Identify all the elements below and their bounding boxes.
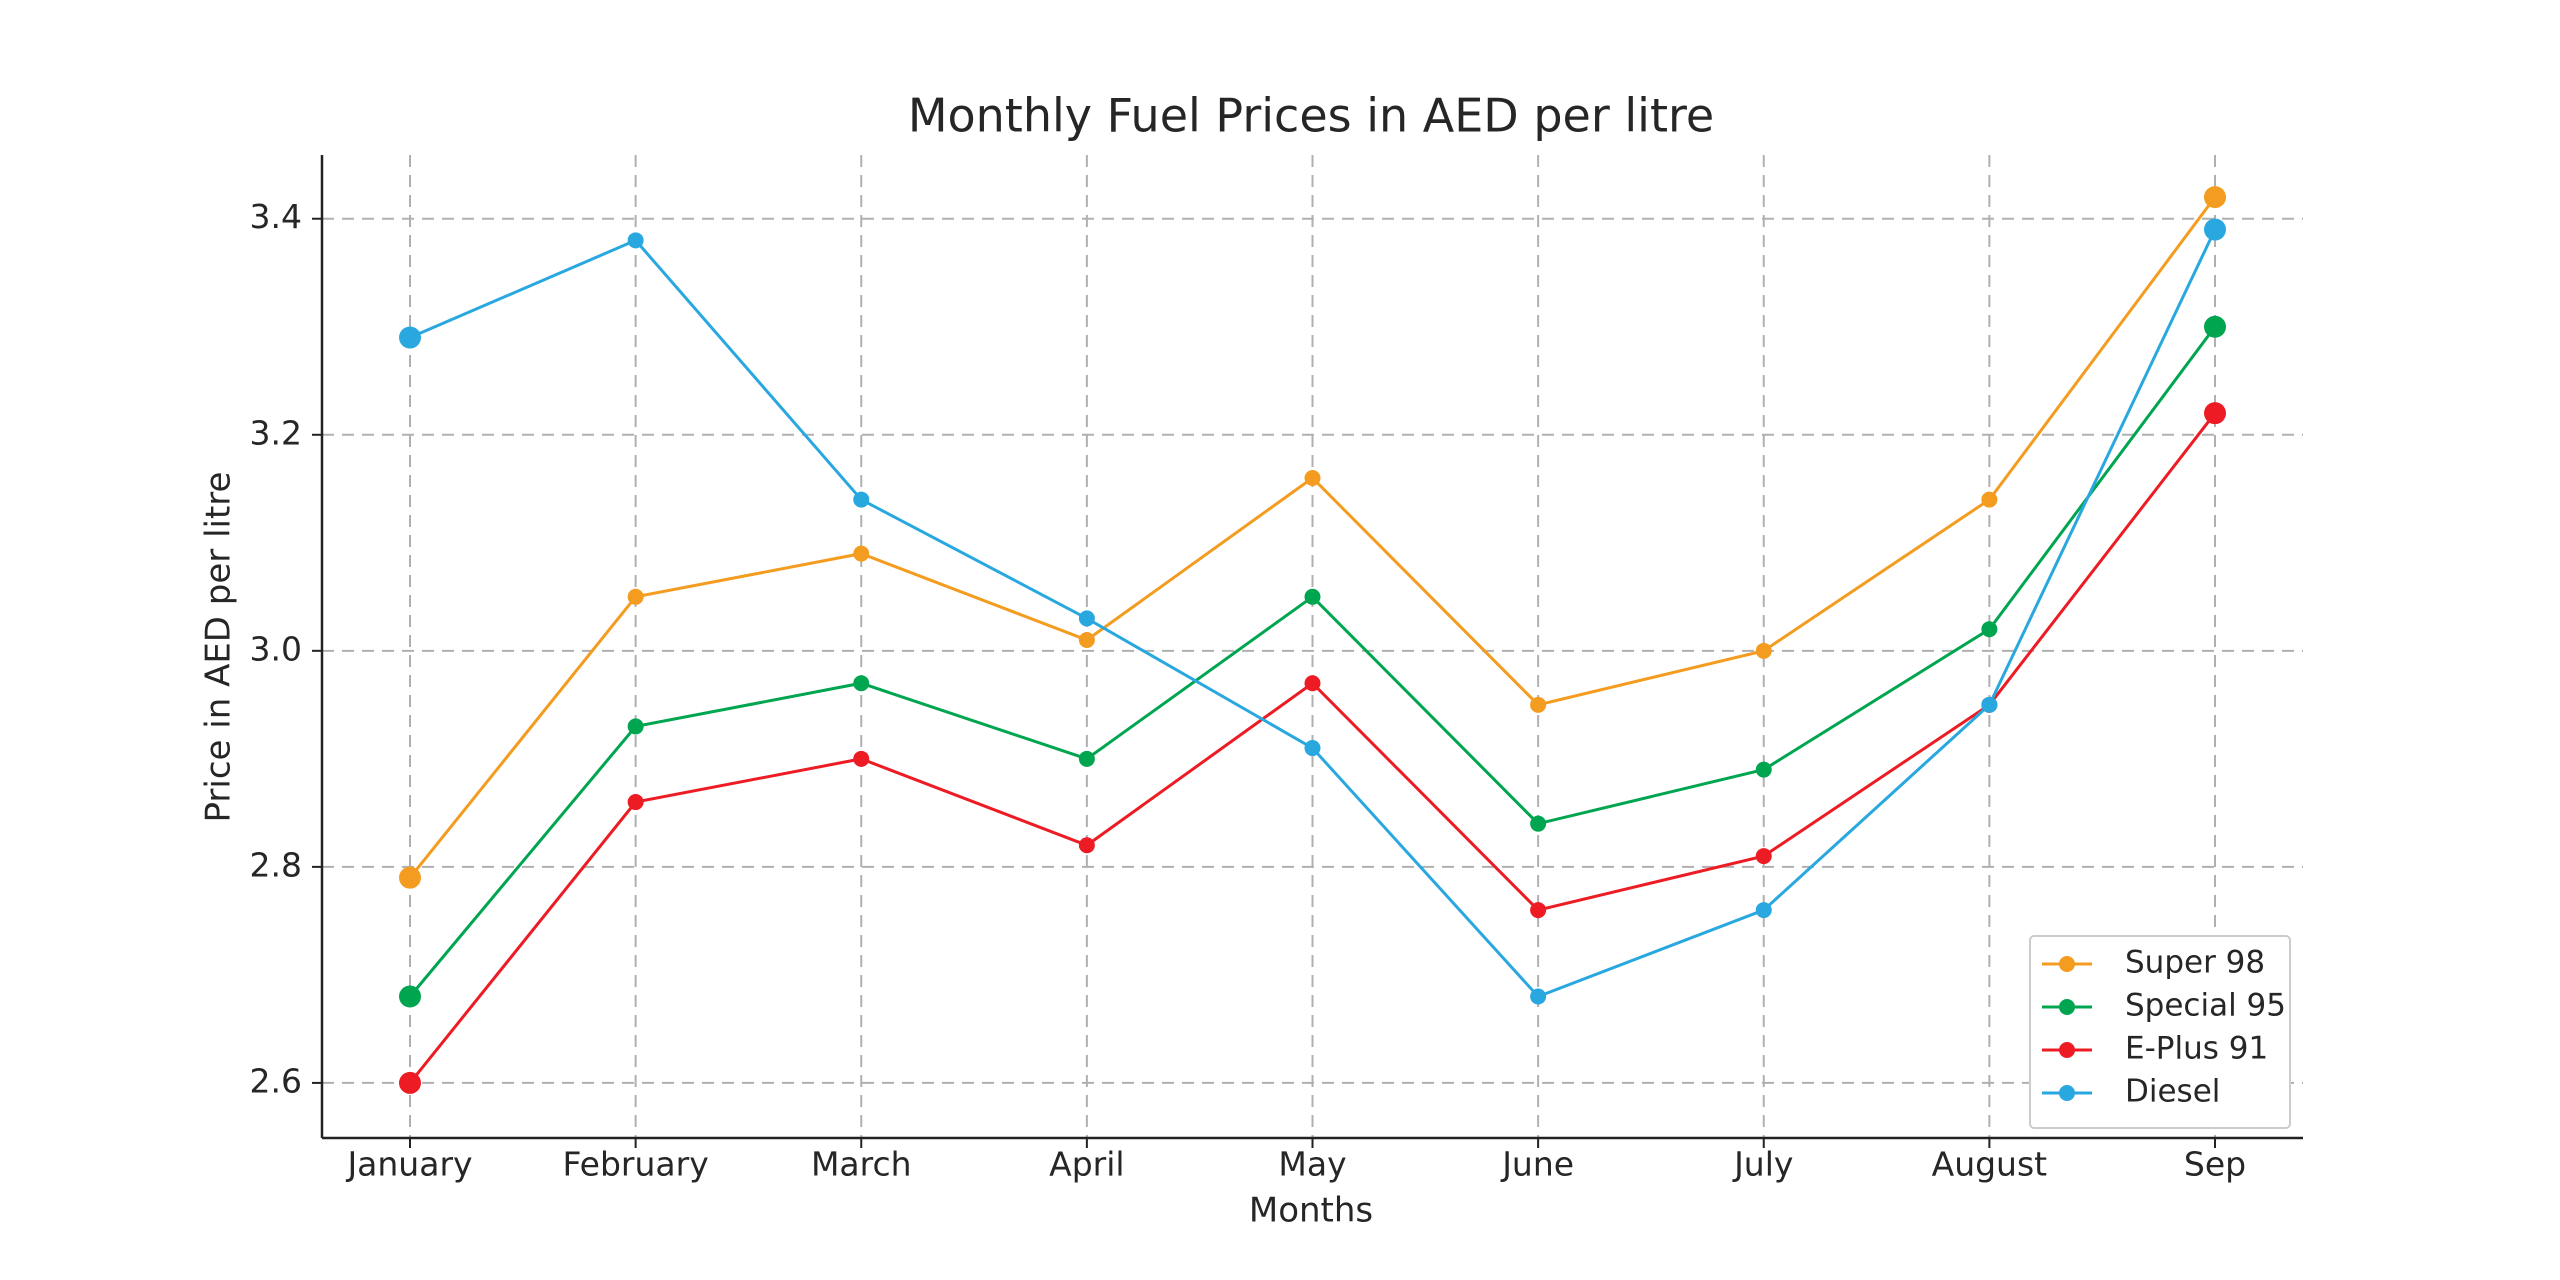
y-tick-label: 3.4 xyxy=(250,197,302,236)
x-tick-label: July xyxy=(1732,1145,1793,1184)
point xyxy=(399,1071,421,1094)
point xyxy=(399,866,421,889)
point xyxy=(399,326,421,349)
point xyxy=(1304,469,1321,486)
point xyxy=(1530,902,1547,919)
point xyxy=(1078,837,1095,854)
legend-label: Diesel xyxy=(2125,1074,2220,1110)
y-axis-label: Price in AED per litre xyxy=(199,472,239,823)
x-tick-label: April xyxy=(1049,1145,1124,1184)
point xyxy=(1304,675,1321,692)
point xyxy=(1304,588,1321,605)
legend-marker xyxy=(2059,956,2075,972)
y-tick-label: 3.0 xyxy=(250,629,302,668)
legend-marker xyxy=(2059,1085,2075,1101)
x-tick-label: February xyxy=(563,1145,709,1184)
legend-marker xyxy=(2059,999,2075,1015)
point xyxy=(2204,218,2226,241)
point xyxy=(1755,761,1772,778)
point xyxy=(399,985,421,1008)
x-tick-label: Sep xyxy=(2184,1145,2246,1184)
point xyxy=(853,545,870,562)
point xyxy=(853,491,870,508)
x-tick-label: January xyxy=(345,1145,472,1184)
x-tick-label: March xyxy=(811,1145,912,1184)
point xyxy=(1078,632,1095,649)
legend-label: Special 95 xyxy=(2125,988,2286,1024)
point xyxy=(627,718,644,735)
point xyxy=(2204,315,2226,338)
x-tick-label: May xyxy=(1278,1145,1346,1184)
x-axis-label: Months xyxy=(1249,1191,1373,1231)
x-tick-label: June xyxy=(1500,1145,1574,1184)
chart-title: Monthly Fuel Prices in AED per litre xyxy=(908,89,1714,143)
point xyxy=(1981,621,1998,638)
point xyxy=(1981,696,1998,713)
point xyxy=(627,794,644,811)
point xyxy=(1530,988,1547,1005)
point xyxy=(2204,402,2226,425)
point xyxy=(1078,750,1095,767)
y-tick-label: 2.8 xyxy=(250,845,302,884)
point xyxy=(627,588,644,605)
point xyxy=(1078,610,1095,627)
point xyxy=(1755,902,1772,919)
y-tick-label: 3.2 xyxy=(250,413,302,452)
y-tick-label: 2.6 xyxy=(250,1061,302,1100)
point xyxy=(853,750,870,767)
legend-label: E-Plus 91 xyxy=(2125,1031,2268,1067)
legend-marker xyxy=(2059,1042,2075,1058)
x-tick-label: August xyxy=(1932,1145,2048,1184)
point xyxy=(2204,186,2226,209)
point xyxy=(1530,815,1547,832)
point xyxy=(1981,491,1998,508)
point xyxy=(1755,642,1772,659)
legend-label: Super 98 xyxy=(2125,945,2265,981)
point xyxy=(1304,740,1321,757)
legend-box xyxy=(2029,935,2291,1129)
point xyxy=(1755,848,1772,865)
point xyxy=(1530,696,1547,713)
point xyxy=(853,675,870,692)
point xyxy=(627,232,644,249)
